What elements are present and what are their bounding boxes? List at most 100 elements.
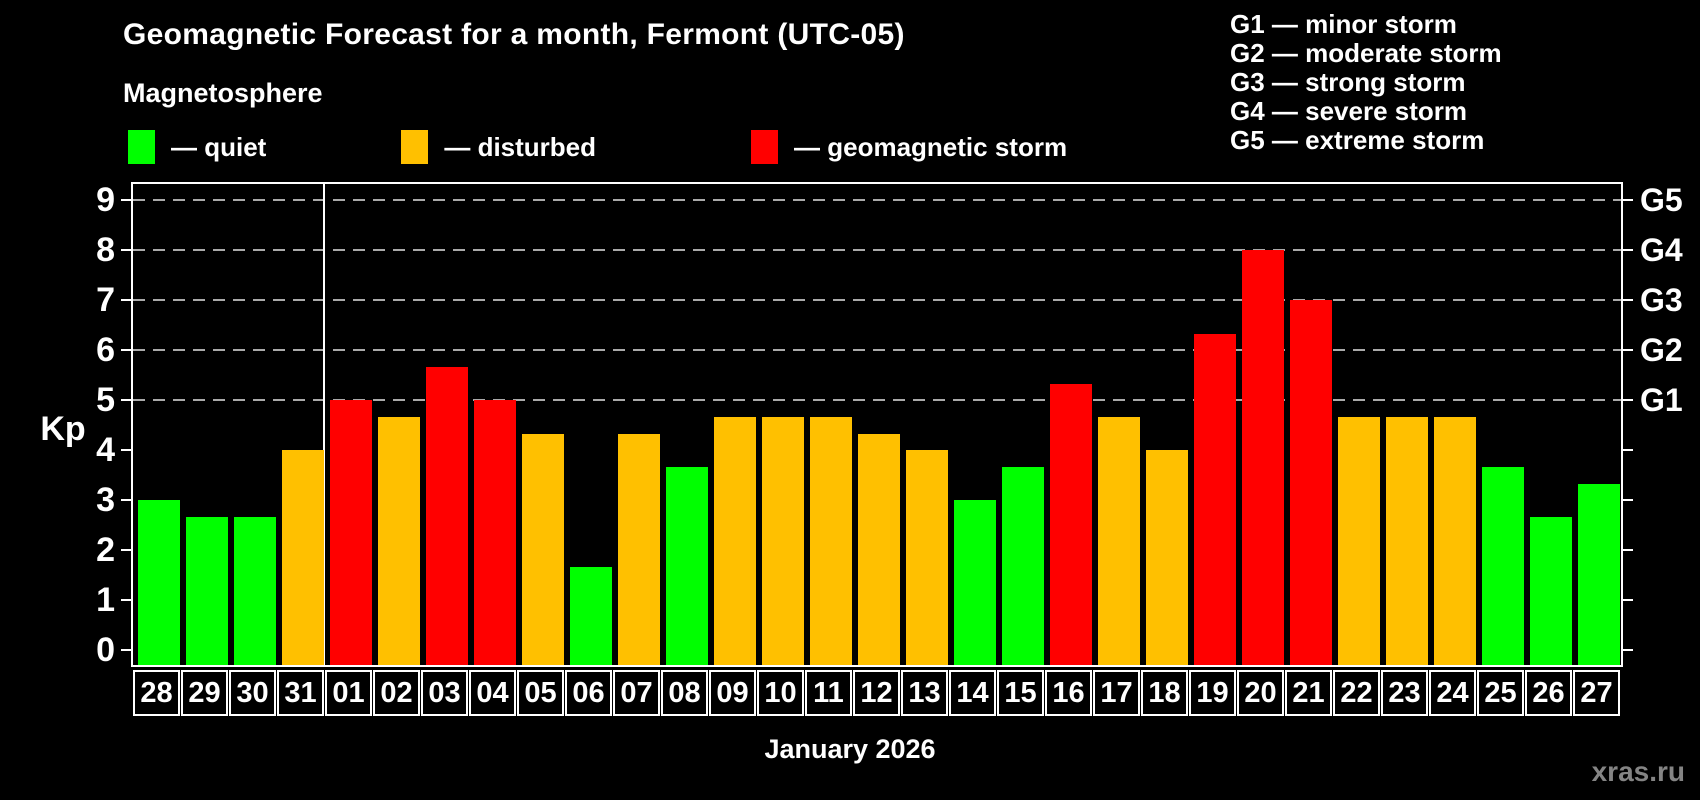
gridline-kp8 [133,249,1621,251]
right-axis-tick [1623,349,1633,351]
left-axis-tick [121,499,131,501]
day-label-box: 29 [181,670,228,716]
left-axis-tick [121,399,131,401]
right-axis-tick [1623,249,1633,251]
month-separator-line [323,184,325,665]
y-axis-label: 8 [96,231,115,269]
y-axis-label: 0 [96,631,115,669]
legend-item-quiet: — quiet [128,130,266,164]
right-axis-tick [1623,449,1633,451]
right-axis-tick [1623,199,1633,201]
kp-bar-day-05 [522,433,564,665]
kp-bar-day-10 [762,416,804,665]
g-legend-line-g1: G1 — minor storm [1230,9,1457,39]
day-label-box: 04 [469,670,516,716]
plot-frame [131,182,1623,667]
day-label-box: 07 [613,670,660,716]
day-label-box: 22 [1333,670,1380,716]
kp-bar-day-28 [138,500,180,665]
gridline-kp9 [133,199,1621,201]
g-axis-label-g4: G4 [1640,232,1683,268]
watermark: xras.ru [1591,756,1685,787]
g-axis-label-g3: G3 [1640,282,1683,318]
y-axis-label: 7 [96,281,115,319]
left-axis-tick [121,649,131,651]
kp-bar-day-12 [858,433,900,665]
day-label-box: 16 [1045,670,1092,716]
kp-bar-day-27 [1578,483,1620,665]
day-label-box: 25 [1477,670,1524,716]
day-label-box: 23 [1381,670,1428,716]
legend-label-storm: — geomagnetic storm [794,131,1068,162]
kp-bar-day-06 [570,566,612,665]
y-axis-title: Kp [40,410,86,448]
left-axis-tick [121,249,131,251]
day-label-box: 19 [1189,670,1236,716]
y-axis-label: 2 [96,531,115,569]
kp-bar-day-31 [282,450,324,665]
day-label-box: 30 [229,670,276,716]
left-axis-tick [121,199,131,201]
y-axis-label: 4 [96,431,115,469]
kp-bar-day-22 [1338,416,1380,665]
legend-label-disturbed: — disturbed [444,131,597,162]
gridline-kp6 [133,349,1621,351]
kp-bar-day-14 [954,500,996,665]
kp-bar-day-26 [1530,516,1572,665]
day-label-box: 11 [805,670,852,716]
kp-bar-day-04 [474,400,516,665]
day-label-box: 15 [997,670,1044,716]
day-label-box: 13 [901,670,948,716]
kp-bar-day-17 [1098,416,1140,665]
kp-bar-day-29 [186,516,228,665]
kp-bar-day-03 [426,366,468,665]
left-axis-tick [121,299,131,301]
g-legend-line-g2: G2 — moderate storm [1230,38,1502,68]
day-label-box: 06 [565,670,612,716]
legend-label-quiet: — quiet [171,131,267,162]
gridline-kp7 [133,299,1621,301]
g-scale-legend: G1 — minor storm G2 — moderate storm G3 — … [1230,10,1502,155]
day-label-box: 08 [661,670,708,716]
kp-bar-day-25 [1482,466,1524,665]
kp-bar-day-21 [1290,300,1332,665]
right-axis-tick [1623,499,1633,501]
right-axis-tick [1623,549,1633,551]
kp-bar-day-16 [1050,383,1092,665]
right-axis-tick [1623,599,1633,601]
left-axis-tick [121,549,131,551]
day-label-box: 31 [277,670,324,716]
right-axis-tick [1623,299,1633,301]
g-legend-line-g3: G3 — strong storm [1230,67,1466,97]
kp-bar-day-20 [1242,250,1284,665]
left-axis-tick [121,349,131,351]
storm-swatch-icon [751,130,779,164]
kp-bar-day-08 [666,466,708,665]
legend-item-storm: — geomagnetic storm [751,130,1067,164]
g-axis-label-g1: G1 [1640,382,1683,418]
kp-bar-day-18 [1146,450,1188,665]
y-axis-label: 3 [96,481,115,519]
quiet-swatch-icon [128,130,155,164]
day-label-box: 05 [517,670,564,716]
right-axis-tick [1623,649,1633,651]
left-axis-tick [121,449,131,451]
day-label-box: 03 [421,670,468,716]
kp-bar-day-30 [234,516,276,665]
day-label-box: 09 [709,670,756,716]
kp-bar-day-13 [906,450,948,665]
day-label-box: 17 [1093,670,1140,716]
day-label-box: 18 [1141,670,1188,716]
day-label-box: 21 [1285,670,1332,716]
g-axis-label-g2: G2 [1640,332,1683,368]
kp-bar-day-07 [618,433,660,665]
chart-title: Geomagnetic Forecast for a month, Fermon… [123,18,905,51]
g-legend-line-g5: G5 — extreme storm [1230,125,1485,155]
chart-subtitle: Magnetosphere [123,78,323,108]
kp-bar-day-15 [1002,466,1044,665]
kp-bar-day-23 [1386,416,1428,665]
day-label-box: 10 [757,670,804,716]
kp-bar-day-02 [378,416,420,665]
